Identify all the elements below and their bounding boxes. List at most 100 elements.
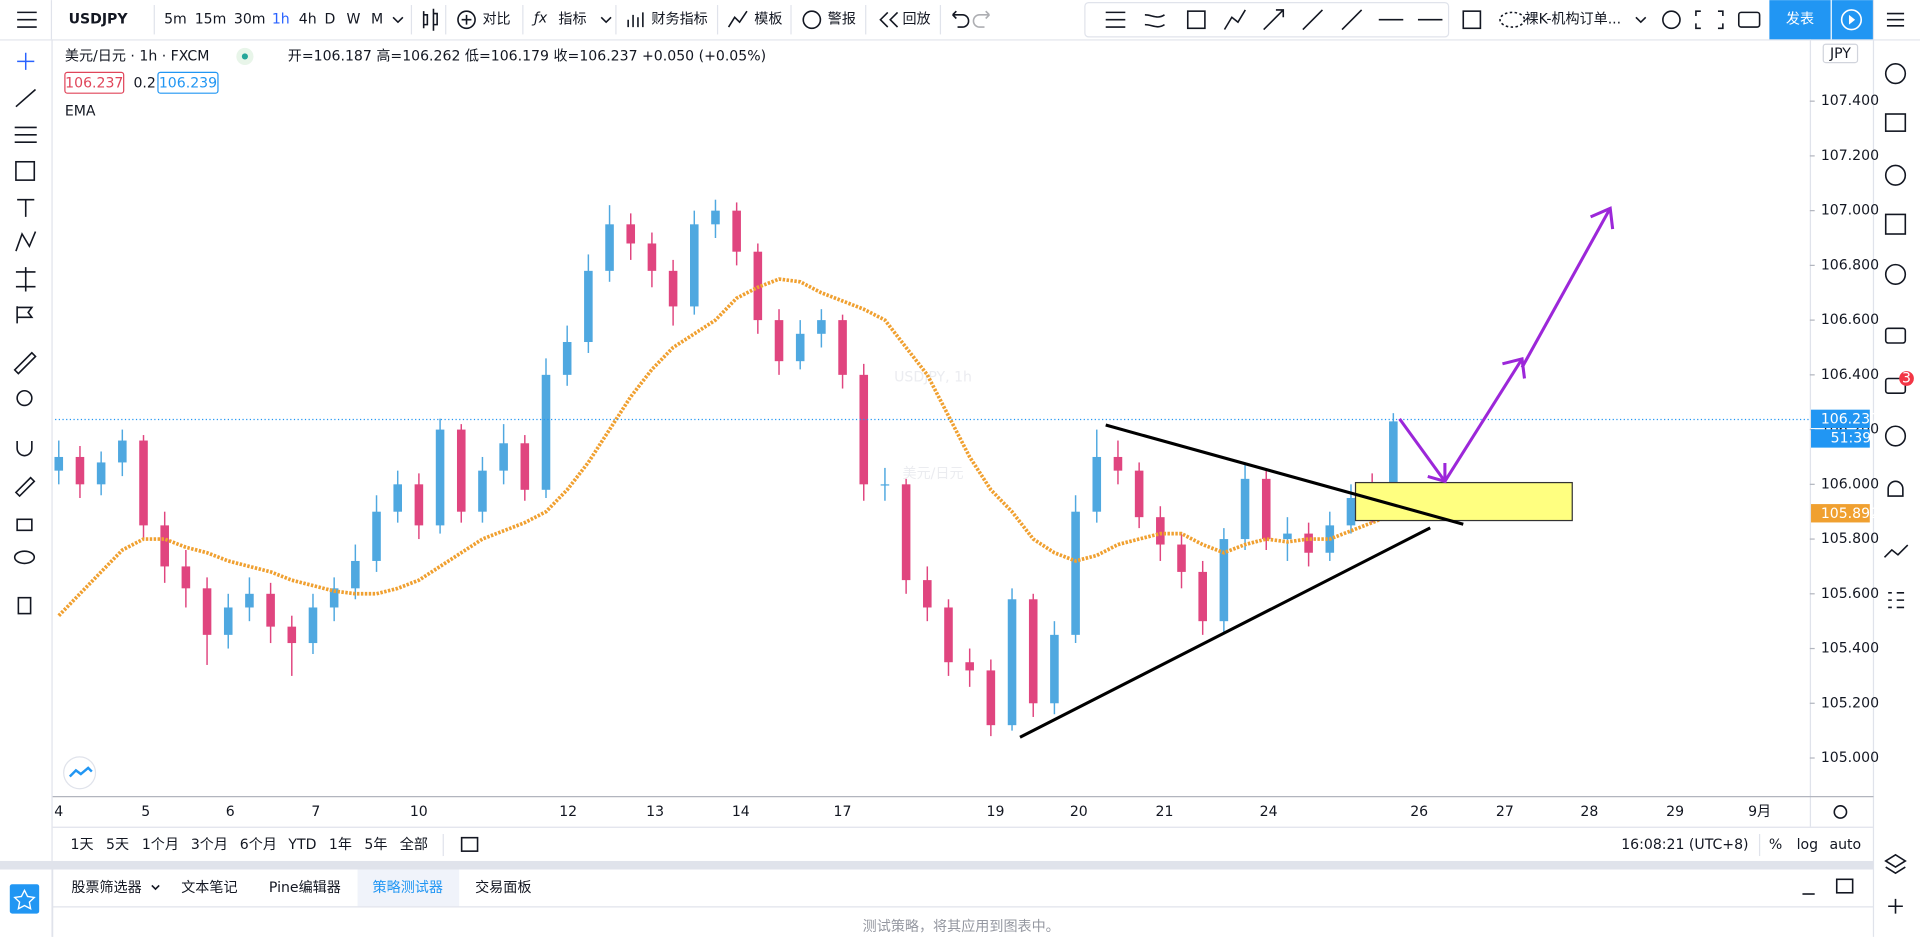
lock-tool[interactable] — [16, 518, 33, 532]
chat-icon[interactable] — [1884, 327, 1907, 344]
panel-tab[interactable]: 文本笔记 — [181, 880, 237, 896]
templates-icon[interactable] — [727, 10, 748, 28]
maximize-icon[interactable] — [1835, 878, 1854, 894]
ask-box[interactable] — [157, 71, 219, 94]
drawing-tool[interactable] — [1223, 9, 1246, 30]
range-button[interactable]: 1年 — [329, 837, 352, 853]
keep-drawing-tool[interactable] — [14, 476, 36, 498]
shape-tool[interactable] — [15, 160, 36, 181]
layout-name[interactable]: 裸K-机构订单... — [1524, 12, 1621, 28]
calendar-icon[interactable] — [1884, 213, 1907, 235]
range-button[interactable]: 3个月 — [191, 837, 228, 853]
favorites-button[interactable] — [9, 884, 40, 914]
prediction-tool[interactable] — [15, 267, 36, 292]
dropdown-icon[interactable] — [1635, 16, 1647, 24]
arrow[interactable] — [1443, 358, 1524, 483]
trend-line[interactable] — [1105, 423, 1464, 526]
fullscreen-icon[interactable] — [1695, 10, 1724, 30]
log-toggle[interactable]: log — [1797, 837, 1818, 853]
watchlist-icon[interactable] — [1886, 12, 1905, 27]
ideas-icon[interactable] — [1884, 263, 1907, 286]
orderbook-icon[interactable] — [1888, 591, 1905, 609]
unit-box[interactable] — [1822, 43, 1859, 64]
drawing-tool[interactable] — [1302, 9, 1324, 31]
measure-tool[interactable] — [13, 351, 37, 375]
drawing-tool[interactable] — [1105, 11, 1126, 28]
drawing-tool[interactable] — [1186, 10, 1206, 30]
indicators-icon[interactable]: ƒx — [531, 11, 548, 27]
layout-icon[interactable] — [1462, 10, 1482, 30]
dropdown-icon[interactable] — [392, 16, 404, 24]
dropdown-icon[interactable] — [151, 884, 160, 891]
interval[interactable]: 15m — [195, 12, 227, 28]
range-button[interactable]: 5天 — [106, 837, 129, 853]
notifications-icon[interactable] — [1887, 480, 1904, 497]
fib-tool[interactable] — [14, 126, 37, 143]
drawing-tool[interactable] — [1144, 14, 1165, 28]
interval[interactable]: 30m — [234, 12, 266, 28]
panel-tab[interactable]: 股票筛选器 — [71, 880, 141, 896]
panel-tab[interactable]: 交易面板 — [475, 879, 531, 896]
publish-button[interactable] — [1769, 0, 1831, 40]
data-icon[interactable] — [1884, 164, 1907, 186]
interval[interactable]: M — [371, 12, 383, 28]
streams-icon[interactable] — [1884, 425, 1907, 447]
dropdown-icon[interactable] — [600, 16, 612, 24]
compare-button[interactable]: 对比 — [482, 12, 510, 28]
compare-icon[interactable] — [457, 10, 476, 30]
zoom-tool[interactable] — [16, 389, 33, 407]
cloud-icon[interactable] — [1499, 11, 1526, 28]
interval-active[interactable]: 1h — [272, 12, 290, 28]
publish-label[interactable]: 发表 — [1786, 12, 1814, 28]
price-unit[interactable]: JPY — [1829, 46, 1851, 62]
layers-icon[interactable] — [1884, 853, 1907, 875]
settings-icon[interactable] — [1662, 10, 1681, 30]
hide-tool[interactable] — [13, 550, 36, 565]
financials-button[interactable]: 财务指标 — [651, 12, 707, 28]
trend-line[interactable] — [1019, 526, 1431, 739]
range-button[interactable]: 全部 — [400, 836, 428, 853]
interval[interactable]: 5m — [164, 12, 187, 28]
redo-icon[interactable] — [972, 10, 990, 28]
alerts-button[interactable]: 警报 — [828, 12, 856, 28]
undo-icon[interactable] — [952, 10, 970, 28]
bid-price[interactable]: 106.237 — [65, 75, 123, 91]
range-button[interactable]: 1个月 — [142, 837, 179, 853]
interval[interactable]: D — [324, 12, 335, 28]
panel-tab-active[interactable]: 策略测试器 — [373, 879, 443, 896]
alerts-icon[interactable] — [802, 10, 822, 30]
settings-icon[interactable] — [1833, 805, 1848, 819]
symbol[interactable]: USDJPY — [69, 12, 129, 28]
range-button[interactable]: 1天 — [71, 837, 94, 853]
chart-type-icon[interactable] — [422, 8, 438, 31]
indicators-button[interactable]: 指标 — [558, 12, 586, 28]
auto-toggle[interactable]: auto — [1829, 837, 1861, 853]
pattern-tool[interactable] — [15, 231, 37, 252]
arrow[interactable] — [1398, 418, 1447, 483]
menu-icon[interactable] — [17, 11, 37, 28]
alerts-icon[interactable] — [1884, 63, 1907, 85]
financials-icon[interactable] — [627, 12, 644, 28]
templates-button[interactable]: 模板 — [754, 12, 782, 28]
snapshot-icon[interactable] — [1737, 11, 1761, 28]
clock[interactable]: 16:08:21 (UTC+8) — [1621, 837, 1748, 853]
bid-box[interactable] — [64, 71, 125, 94]
news-icon[interactable] — [1884, 113, 1907, 132]
help-icon[interactable] — [1888, 898, 1903, 914]
cursor-tool[interactable] — [17, 52, 35, 70]
icon-tool[interactable] — [16, 306, 34, 324]
delete-tool[interactable] — [17, 596, 32, 615]
zone-box[interactable] — [1354, 481, 1573, 522]
drawing-tool[interactable] — [1341, 9, 1363, 31]
dom-icon[interactable] — [1883, 544, 1909, 558]
interval[interactable]: W — [347, 12, 361, 28]
range-button[interactable]: YTD — [287, 837, 316, 853]
magnet-tool[interactable] — [16, 440, 33, 457]
compare-icon[interactable] — [461, 14, 472, 25]
replay-button[interactable]: 回放 — [902, 12, 930, 28]
panel-tab[interactable]: Pine编辑器 — [269, 880, 341, 896]
text-tool[interactable] — [17, 198, 35, 217]
replay-icon[interactable] — [879, 11, 899, 28]
drawing-tool[interactable] — [1263, 9, 1285, 31]
messages-icon[interactable] — [1884, 377, 1907, 394]
